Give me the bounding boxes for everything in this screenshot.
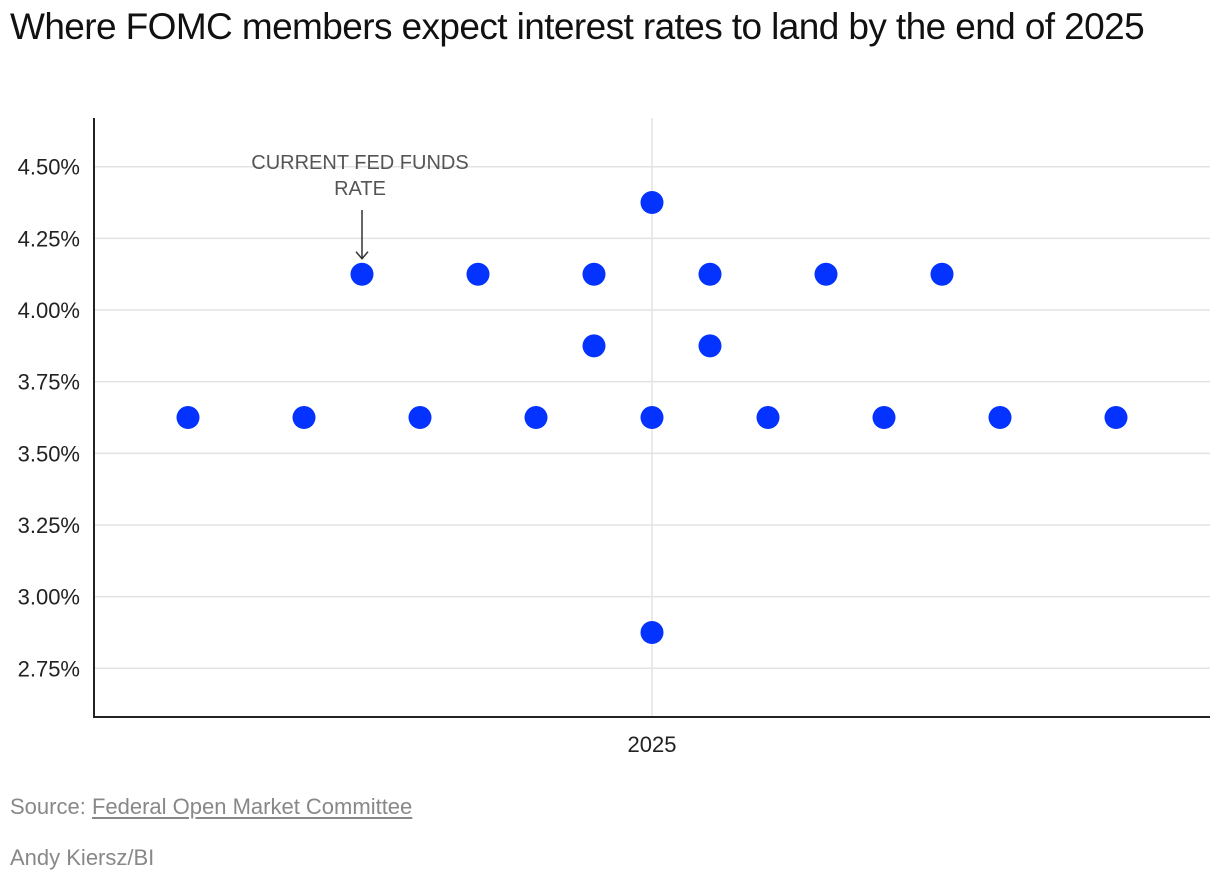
y-tick-label: 4.25% (18, 226, 80, 251)
dot-point (350, 262, 374, 286)
y-tick-label: 3.50% (18, 441, 80, 466)
source-link[interactable]: Federal Open Market Committee (91, 794, 413, 819)
y-tick-label: 4.00% (18, 298, 80, 323)
y-tick-label: 2.75% (18, 656, 80, 681)
dot-point (1104, 406, 1128, 429)
dot-point (176, 406, 200, 429)
dot-point (814, 262, 838, 286)
annotation-arrowhead (355, 251, 369, 260)
annotation-label: CURRENT FED FUNDS (251, 152, 468, 174)
x-tick-label: 2025 (628, 732, 677, 757)
dot-point (640, 620, 664, 644)
dot-point (466, 262, 490, 286)
credit-line: Andy Kiersz/BI (10, 845, 155, 870)
axes (93, 118, 1210, 718)
dot-point (640, 406, 664, 429)
dot-point (988, 406, 1012, 429)
source-line: Source: Federal Open Market Committee (10, 794, 412, 820)
dot-point (582, 262, 606, 286)
y-tick-label: 3.00% (18, 585, 80, 610)
chart-title: Where FOMC members expect interest rates… (10, 6, 1145, 47)
dot-point (698, 334, 722, 358)
dot-point (930, 262, 954, 286)
y-tick-label: 4.50% (18, 155, 80, 180)
dots (176, 191, 1128, 644)
y-tick-label: 3.75% (18, 370, 80, 395)
dot-point (640, 191, 664, 215)
source-prefix: Source: (10, 794, 92, 819)
dot-point (872, 406, 896, 429)
dot-point (582, 334, 606, 358)
dot-point (292, 406, 316, 429)
dot-point (408, 406, 432, 429)
y-tick-label: 3.25% (18, 513, 80, 538)
annotation: CURRENT FED FUNDS RATE (251, 152, 469, 260)
annotation-label: RATE (334, 178, 386, 200)
dot-point (524, 406, 548, 429)
y-tick-labels: 2.75% 3.00% 3.25% 3.50% 3.75% 4.00% 4.25% 4.50%… (18, 155, 677, 757)
dot-point (698, 262, 722, 286)
dot-point (756, 406, 780, 429)
grid-lines (94, 118, 1210, 717)
